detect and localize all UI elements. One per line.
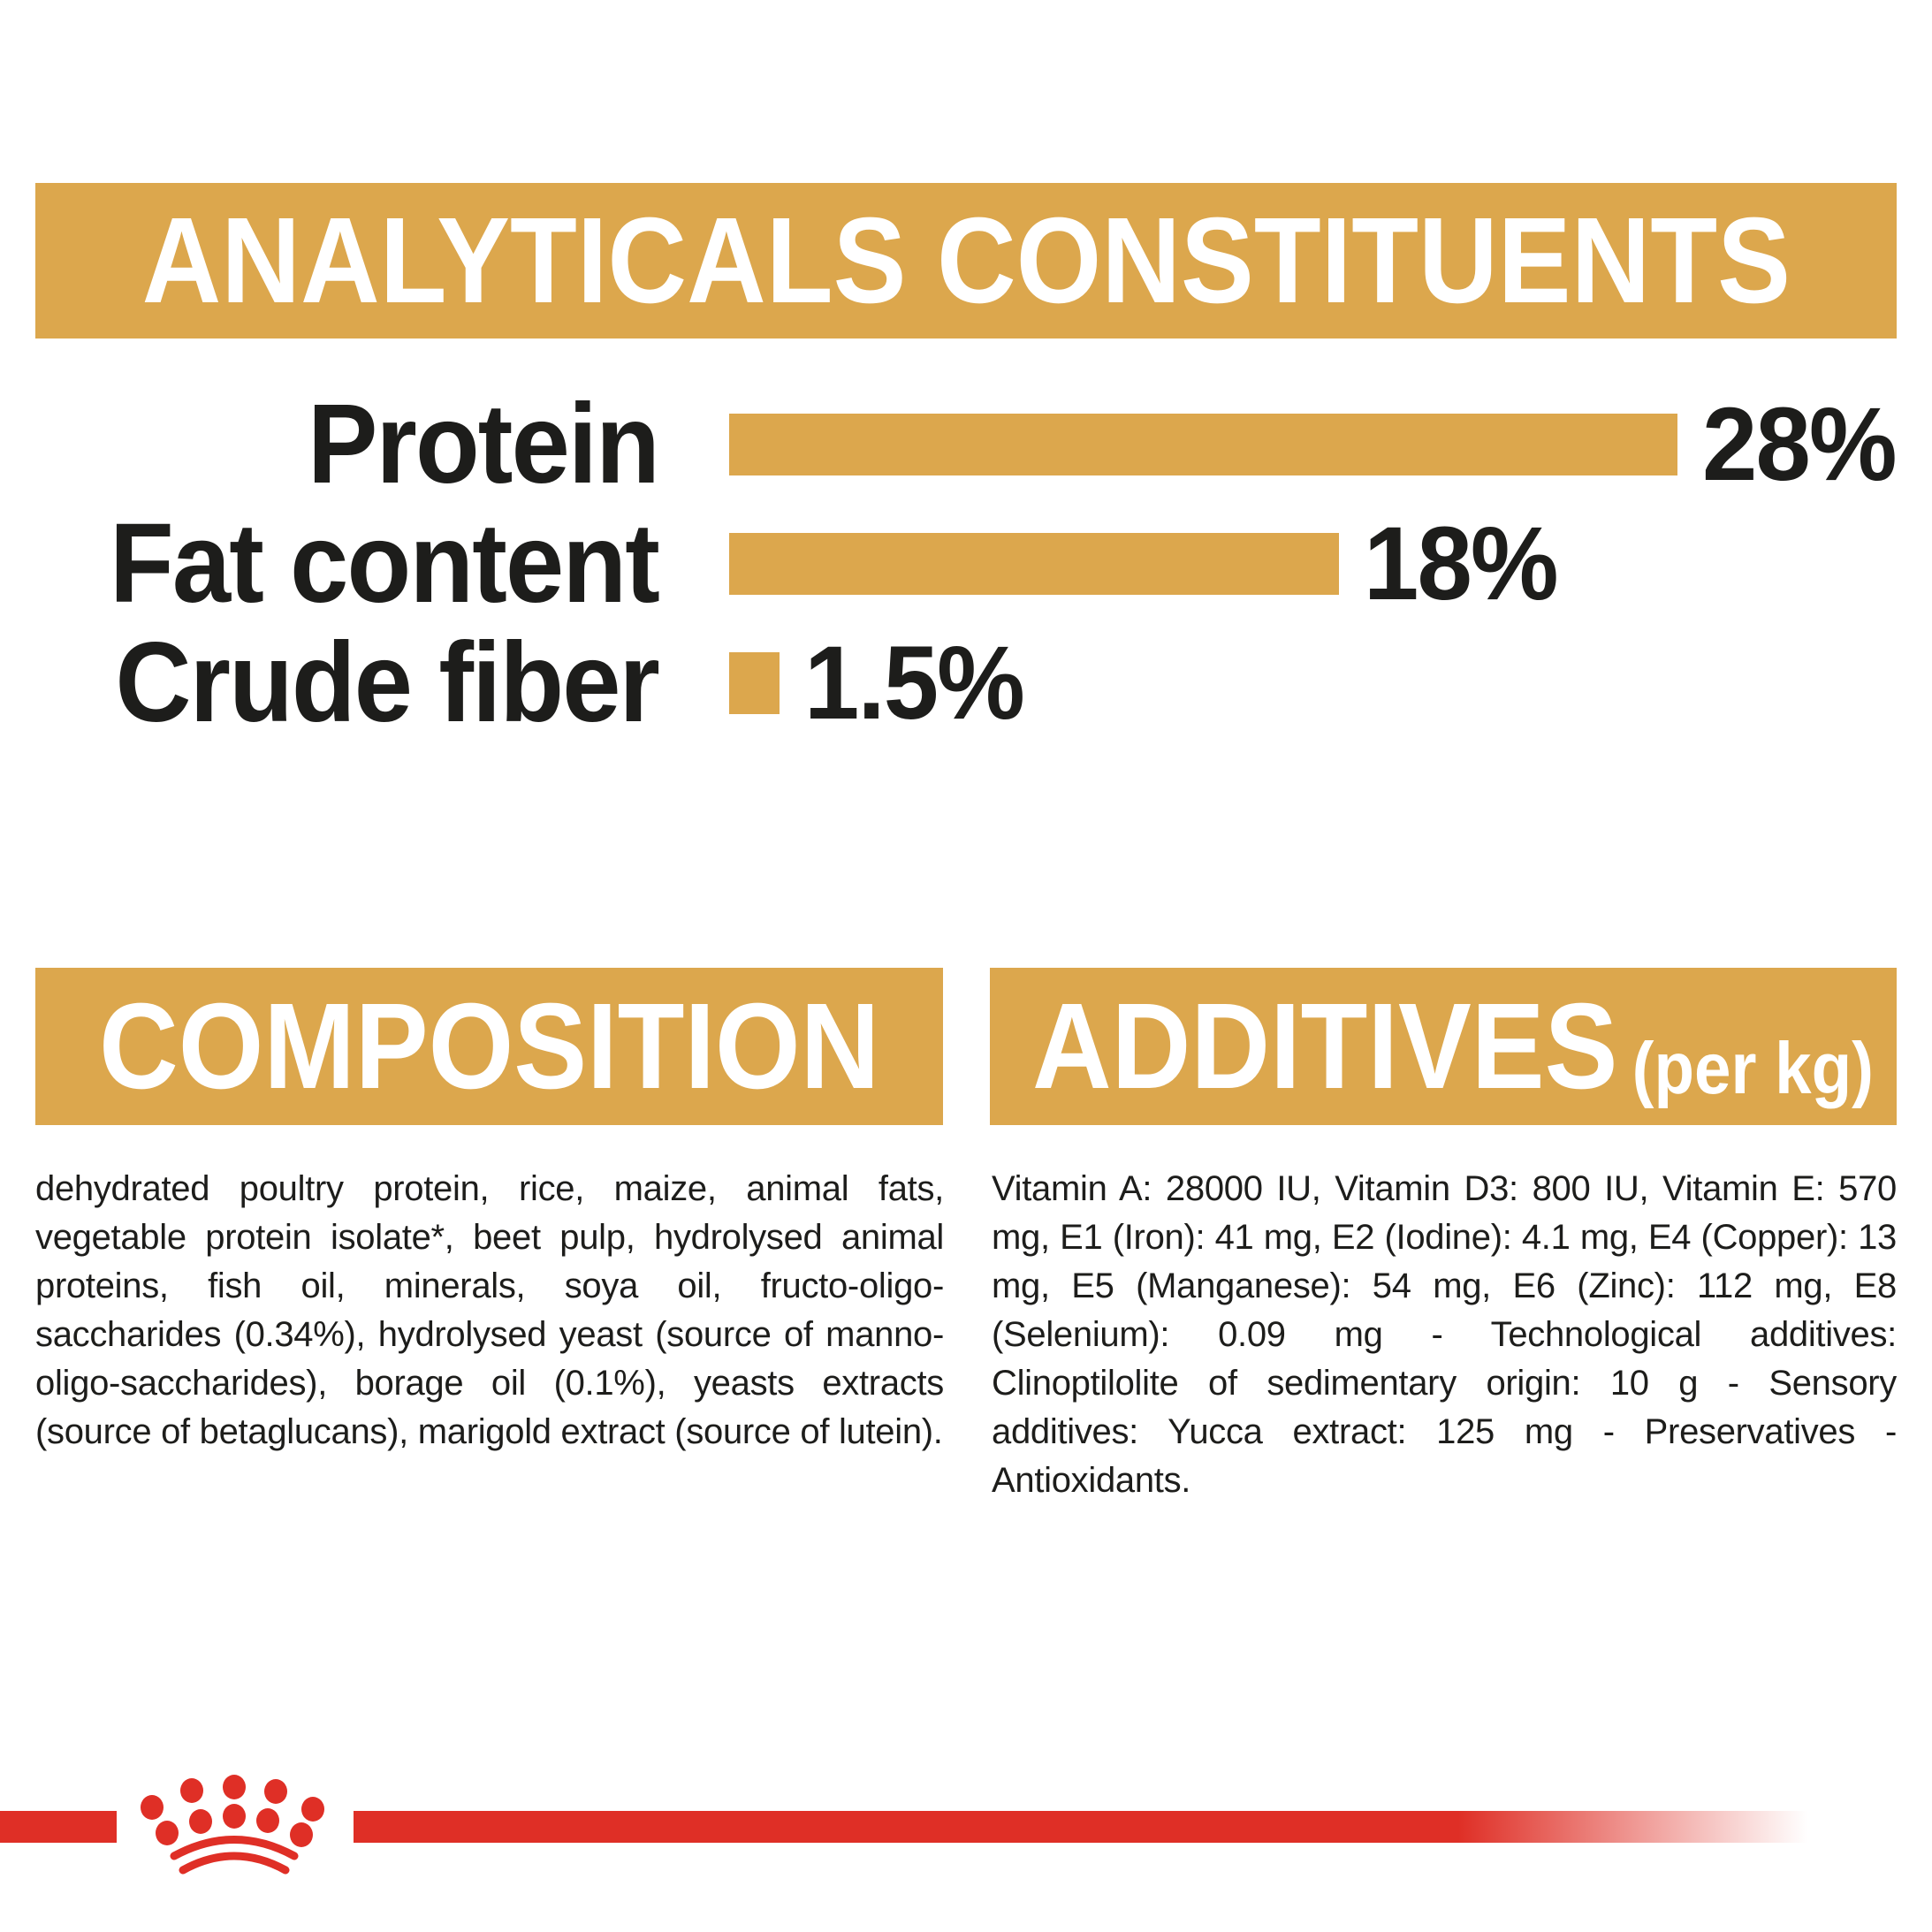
fat-value: 18% <box>1364 506 1559 622</box>
analyticals-banner: ANALYTICALS CONSTITUENTS <box>35 183 1897 338</box>
brand-rule-left <box>0 1811 117 1843</box>
chart-row-protein: Protein 28% <box>0 381 1932 507</box>
analyticals-title: ANALYTICALS CONSTITUENTS <box>141 192 1791 329</box>
chart-row-fat: Fat content 18% <box>0 500 1932 627</box>
additives-body: Vitamin A: 28000 IU, Vitamin D3: 800 IU,… <box>992 1169 1897 1500</box>
fat-label: Fat content <box>109 500 660 627</box>
composition-banner: COMPOSITION <box>35 968 943 1125</box>
additives-title: ADDITIVES (per kg) <box>1032 977 1874 1117</box>
royal-canin-crown-logo <box>141 1775 324 1875</box>
chart-row-fiber: Crude fiber 1.5% <box>0 620 1932 746</box>
composition-title: COMPOSITION <box>98 977 880 1114</box>
fat-bar <box>729 533 1339 595</box>
composition-body: dehydrated poultry protein, rice, maize,… <box>35 1169 944 1451</box>
fiber-label: Crude fiber <box>115 620 660 746</box>
brand-rule-right <box>354 1811 1807 1843</box>
crown-base-arcs <box>170 1836 299 1875</box>
fiber-value: 1.5% <box>804 625 1025 742</box>
crown-paw-dots <box>141 1775 324 1847</box>
additives-title-suffix: (per kg) <box>1632 1026 1874 1109</box>
additives-banner: ADDITIVES (per kg) <box>990 968 1897 1125</box>
protein-bar <box>729 414 1677 475</box>
protein-value: 28% <box>1702 386 1898 503</box>
additives-title-main: ADDITIVES <box>1032 977 1618 1114</box>
protein-label: Protein <box>307 381 660 507</box>
fiber-bar <box>729 652 780 714</box>
